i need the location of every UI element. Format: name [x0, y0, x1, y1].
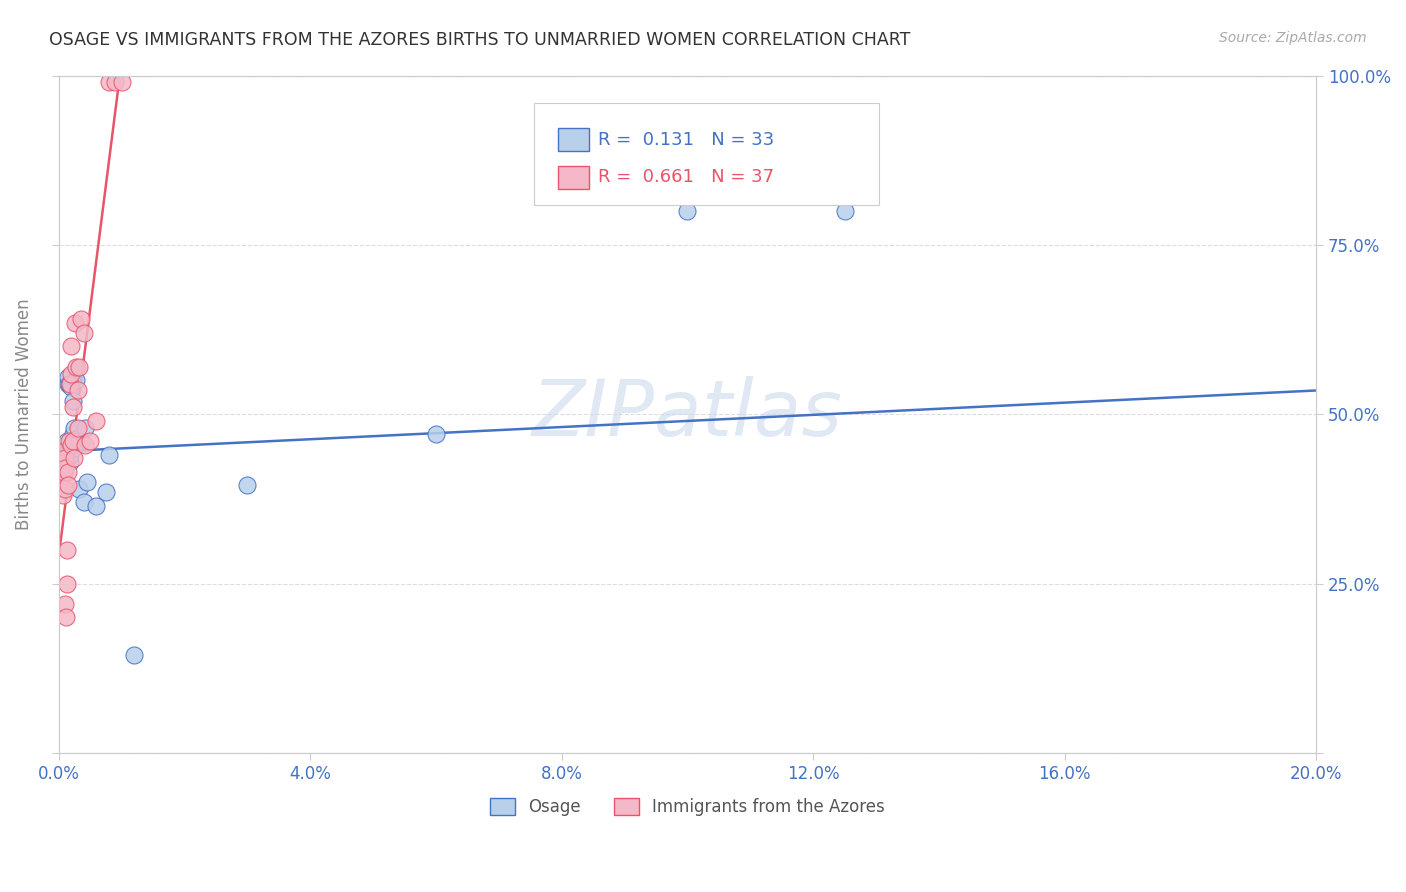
Point: [834, 204, 856, 219]
Point: [425, 427, 447, 442]
Point: [56, 376, 79, 391]
Point: [56, 542, 79, 557]
Legend: Osage, Immigrants from the Azores: Osage, Immigrants from the Azores: [484, 791, 891, 822]
Point: [60, 437, 83, 451]
Point: [63, 316, 86, 330]
Point: [75, 421, 97, 435]
Point: [56, 465, 79, 479]
Point: [59, 367, 82, 381]
Point: [52, 454, 75, 468]
Point: [63, 451, 86, 466]
Point: [52, 458, 75, 472]
Point: [53, 461, 76, 475]
Point: [86, 499, 108, 513]
Point: [98, 75, 121, 89]
Text: Source: ZipAtlas.com: Source: ZipAtlas.com: [1219, 31, 1367, 45]
Point: [79, 434, 101, 449]
Point: [56, 478, 79, 492]
Point: [66, 431, 89, 445]
Point: [94, 485, 117, 500]
Point: [110, 75, 132, 89]
Point: [676, 204, 699, 219]
Point: [53, 451, 76, 466]
Point: [69, 434, 91, 449]
Point: [53, 454, 76, 468]
Point: [86, 414, 108, 428]
Point: [73, 326, 96, 340]
Point: [52, 465, 75, 479]
Y-axis label: Births to Unmarried Women: Births to Unmarried Women: [15, 298, 32, 530]
Point: [59, 376, 82, 391]
Point: [52, 465, 75, 479]
Point: [53, 454, 76, 468]
Point: [104, 75, 127, 89]
Text: ZIPatlas: ZIPatlas: [531, 376, 842, 452]
Point: [69, 359, 91, 374]
Point: [53, 444, 76, 458]
Point: [60, 380, 83, 394]
Point: [56, 448, 79, 462]
Point: [66, 384, 89, 398]
Point: [76, 475, 98, 489]
Point: [65, 373, 87, 387]
Point: [56, 434, 79, 449]
Point: [55, 610, 77, 624]
Point: [62, 427, 84, 442]
Point: [62, 401, 84, 415]
Point: [58, 376, 80, 391]
Point: [53, 597, 76, 611]
Point: [236, 478, 259, 492]
Point: [59, 454, 82, 468]
Point: [63, 441, 86, 455]
Point: [75, 437, 97, 451]
Point: [51, 465, 73, 479]
Point: [73, 495, 96, 509]
Point: [51, 461, 73, 475]
Point: [55, 448, 77, 462]
Point: [98, 448, 121, 462]
Point: [53, 444, 76, 458]
Point: [65, 359, 87, 374]
Point: [59, 448, 82, 462]
Point: [122, 648, 145, 662]
Point: [53, 482, 76, 496]
Point: [63, 421, 86, 435]
Point: [55, 454, 77, 468]
Text: OSAGE VS IMMIGRANTS FROM THE AZORES BIRTHS TO UNMARRIED WOMEN CORRELATION CHART: OSAGE VS IMMIGRANTS FROM THE AZORES BIRT…: [49, 31, 911, 49]
Point: [56, 576, 79, 591]
Point: [58, 434, 80, 449]
Point: [62, 393, 84, 408]
Point: [60, 339, 83, 353]
Point: [52, 488, 75, 502]
Point: [66, 421, 89, 435]
Point: [56, 370, 79, 384]
Point: [62, 434, 84, 449]
Text: R =  0.131   N = 33: R = 0.131 N = 33: [598, 131, 773, 149]
Point: [69, 312, 91, 326]
Text: R =  0.661   N = 37: R = 0.661 N = 37: [598, 169, 773, 186]
Point: [67, 482, 90, 496]
